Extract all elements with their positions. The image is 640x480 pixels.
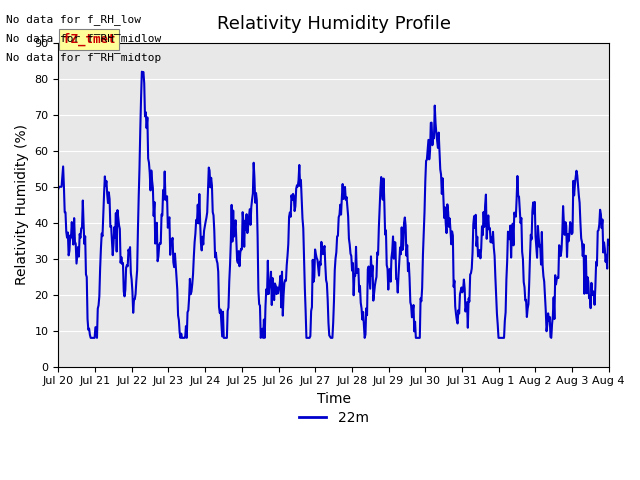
- Text: fZ_tmet: fZ_tmet: [63, 33, 116, 46]
- Text: No data for f̅RH̅midtop: No data for f̅RH̅midtop: [6, 53, 162, 63]
- Title: Relativity Humidity Profile: Relativity Humidity Profile: [216, 15, 451, 33]
- Text: No data for f̅RH̅midlow: No data for f̅RH̅midlow: [6, 34, 162, 44]
- X-axis label: Time: Time: [317, 392, 351, 406]
- Y-axis label: Relativity Humidity (%): Relativity Humidity (%): [15, 124, 29, 285]
- Text: No data for f_RH_low: No data for f_RH_low: [6, 14, 141, 25]
- Legend: 22m: 22m: [293, 406, 374, 431]
